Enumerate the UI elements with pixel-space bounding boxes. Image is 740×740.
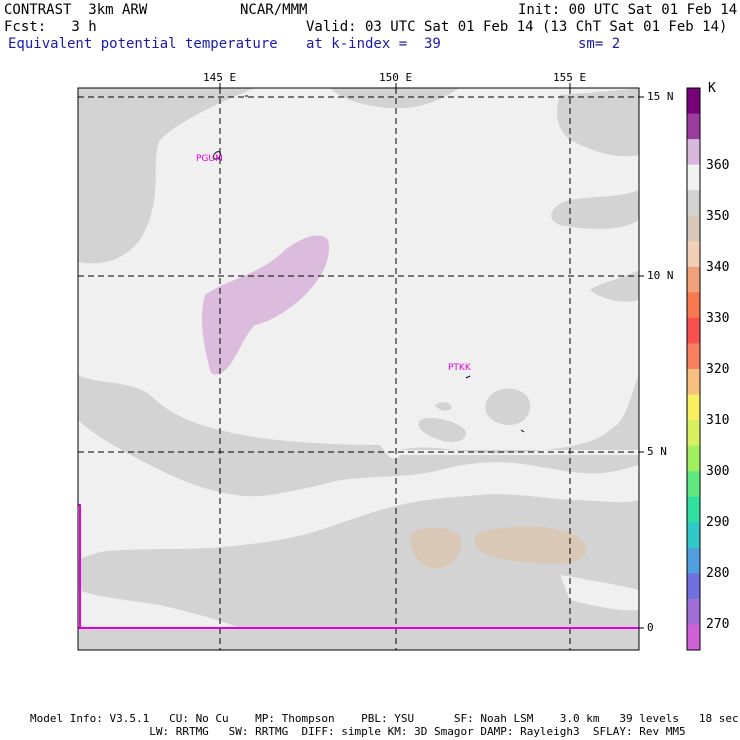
graticule [78,88,639,650]
colorbar-swatch [687,496,700,523]
station-label-chuuk: PTKK [448,363,472,373]
colorbar-unit: K [708,81,716,96]
forecast-hour: Fcst: 3 h [4,19,97,35]
colorbar-label-300: 300 [706,464,730,479]
lat-label-equator: 0 [647,621,654,634]
colorbar-label-280: 280 [706,566,730,581]
colorbar-swatch [687,471,700,498]
colorbar-swatch [687,139,700,166]
theta-e-355-strips [78,420,639,628]
colorbar [686,87,701,651]
level-info: at k-index = 39 [306,36,441,52]
colorbar-label-340: 340 [706,260,730,275]
colorbar-swatch [687,445,700,472]
colorbar-swatch [687,190,700,217]
colorbar-swatch [687,420,700,447]
init-time: Init: 00 UTC Sat 01 Feb 14 [518,2,738,18]
coastlines [212,95,525,433]
center-name: NCAR/MMM [240,2,308,18]
axis-ticks [219,83,644,629]
lon-label-155: 155 E [553,71,587,84]
colorbar-label-270: 270 [706,617,730,632]
theta-e-345-regions [410,526,586,569]
model-name: CONTRAST 3km ARW [4,2,148,18]
valid-time: Valid: 03 UTC Sat 01 Feb 14 (13 ChT Sat … [306,19,728,35]
domain-boundary-line [78,504,81,628]
colorbar-swatch [687,215,700,242]
colorbar-swatch [687,394,700,421]
colorbar-label-360: 360 [706,158,730,173]
colorbar-frame [686,87,701,651]
plot-frame [77,87,640,651]
colorbar-swatch [687,522,700,549]
colorbar-swatch [687,598,700,625]
colorbar-swatch [687,547,700,574]
colorbar-swatch [687,266,700,293]
colorbar-swatch [687,369,700,396]
colorbar-label-320: 320 [706,362,730,377]
lon-label-150: 150 E [379,71,413,84]
colorbar-label-350: 350 [706,209,730,224]
colorbar-label-330: 330 [706,311,730,326]
theta-e-360-region [202,235,330,375]
colorbar-swatch [687,88,700,115]
colorbar-swatch [687,624,700,651]
colorbar-swatch [687,292,700,319]
station-label-guam: PGUM [196,154,223,164]
field-name: Equivalent potential temperature [8,36,278,52]
colorbar-swatch [687,113,700,140]
colorbar-swatch [687,573,700,600]
colorbar-swatch [687,241,700,268]
lat-label-5n: 5 N [647,445,667,458]
lat-label-15n: 15 N [647,90,674,103]
lon-label-145: 145 E [203,71,237,84]
colorbar-swatch [687,343,700,370]
colorbar-label-290: 290 [706,515,730,530]
smoothing-info: sm= 2 [578,36,621,52]
colorbar-swatch [687,317,700,344]
colorbar-swatch [687,164,700,191]
lat-label-10n: 10 N [647,269,674,282]
model-info-line-1: Model Info: V3.5.1 CU: No Cu MP: Thompso… [30,712,739,725]
model-info-line-2: LW: RRTMG SW: RRTMG DIFF: simple KM: 3D … [30,725,686,738]
colorbar-label-310: 310 [706,413,730,428]
